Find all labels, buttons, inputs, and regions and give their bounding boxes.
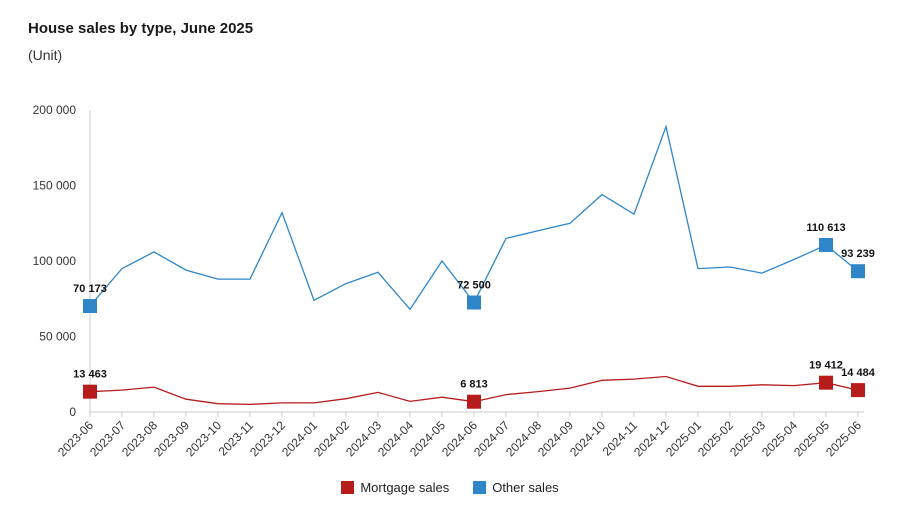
chart-title: House sales by type, June 2025 xyxy=(28,20,254,37)
data-label-other: 93 239 xyxy=(841,248,875,260)
data-marker-mortgage xyxy=(83,384,97,399)
y-tick-label: 200 000 xyxy=(33,103,77,117)
data-label-mortgage: 13 463 xyxy=(73,369,107,381)
legend-swatch-mortgage xyxy=(341,481,355,494)
data-marker-mortgage xyxy=(467,394,481,409)
data-marker-mortgage xyxy=(819,375,833,390)
legend-item-other[interactable]: Other sales xyxy=(473,480,559,495)
legend-item-mortgage[interactable]: Mortgage sales xyxy=(341,480,449,495)
chart-legend: Mortgage sales Other sales xyxy=(0,480,900,495)
y-tick-label: 50 000 xyxy=(39,330,76,344)
chart-unit-label: (Unit) xyxy=(28,47,63,63)
data-marker-mortgage xyxy=(851,383,865,398)
data-marker-other xyxy=(467,295,481,310)
y-tick-label: 0 xyxy=(69,405,76,419)
data-marker-other xyxy=(83,299,97,314)
data-marker-other xyxy=(851,264,865,279)
data-label-other: 70 173 xyxy=(73,283,107,295)
x-tick-label: 2024-10 xyxy=(567,418,608,459)
legend-label-mortgage: Mortgage sales xyxy=(360,480,450,495)
data-marker-other xyxy=(819,237,833,252)
data-label-mortgage: 19 412 xyxy=(809,360,843,372)
x-tick-label: 2023-10 xyxy=(183,418,224,459)
y-tick-label: 150 000 xyxy=(33,179,77,193)
data-label-other: 72 500 xyxy=(457,280,491,292)
data-label-mortgage: 6 813 xyxy=(460,379,488,391)
legend-label-other: Other sales xyxy=(492,480,559,495)
data-label-mortgage: 14 484 xyxy=(841,367,876,379)
y-tick-label: 100 000 xyxy=(33,254,77,268)
data-label-other: 110 613 xyxy=(806,222,845,234)
legend-swatch-other xyxy=(473,481,487,494)
x-tick-label: 2025-06 xyxy=(823,418,864,459)
